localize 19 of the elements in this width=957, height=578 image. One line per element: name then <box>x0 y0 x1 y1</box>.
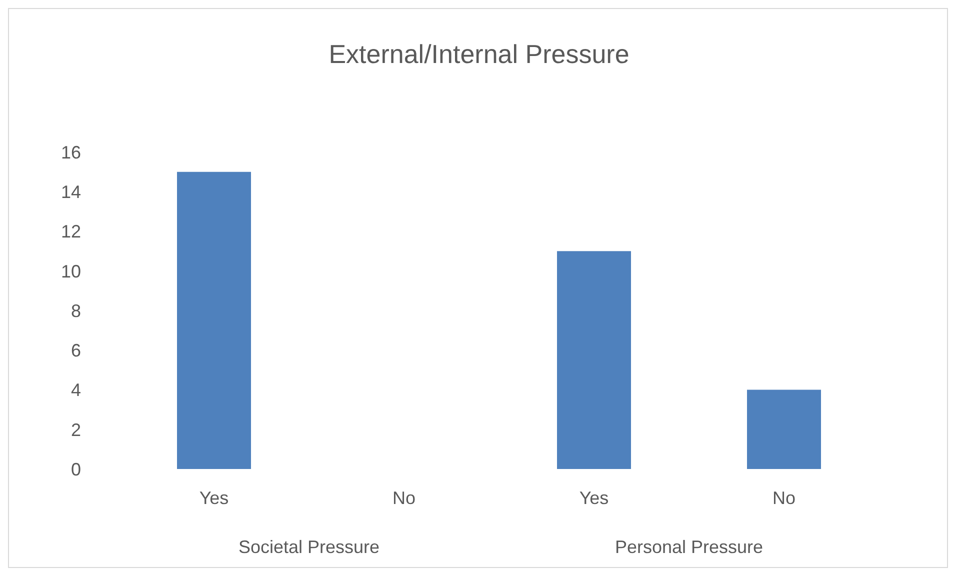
x-tick-label: Yes <box>199 488 229 508</box>
bar <box>177 172 251 469</box>
bar <box>747 390 821 469</box>
y-tick-label: 14 <box>60 182 81 202</box>
y-tick-label: 6 <box>70 340 81 361</box>
y-tick-label: 16 <box>60 142 81 162</box>
x-tick-label: No <box>392 488 416 508</box>
text: Personal Pressure <box>614 537 764 558</box>
x-tick-label: Yes <box>579 488 609 508</box>
y-tick-label: 0 <box>70 459 81 480</box>
y-tick-label: 10 <box>60 261 81 282</box>
bar <box>557 251 631 469</box>
y-tick-label: 4 <box>70 380 81 400</box>
text: Societal Pressure <box>237 537 381 558</box>
y-tick-label: 12 <box>60 222 81 242</box>
chart-title: External/Internal Pressure <box>328 39 630 70</box>
y-tick-label: 2 <box>70 420 81 440</box>
y-tick-label: 8 <box>70 300 81 321</box>
x-tick-label: No <box>772 488 796 508</box>
